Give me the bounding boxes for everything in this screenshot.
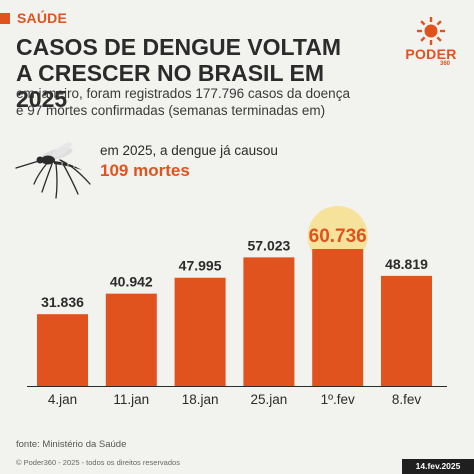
category-label: 25.jan <box>251 392 288 407</box>
logo-suffix: 360 <box>440 61 451 67</box>
category-label: 1º.fev <box>321 392 355 407</box>
bar-4.jan <box>37 314 88 386</box>
category-label: SAÚDE <box>17 10 68 26</box>
callout-highlight: 109 mortes <box>100 161 190 180</box>
source-note: fonte: Ministério da Saúde <box>16 439 127 450</box>
title-line-1: CASOS DE DENGUE VOLTAM <box>16 34 341 60</box>
value-label: 60.736 <box>309 226 367 247</box>
category-label: 18.jan <box>182 392 219 407</box>
subtitle: em janeiro, foram registrados 177.796 ca… <box>16 85 366 119</box>
logo-burst-icon <box>417 17 445 45</box>
publish-date: 14.fev.2025 <box>402 459 474 474</box>
poder360-logo: PODER 360 <box>402 16 460 76</box>
bar-11.jan <box>105 293 157 386</box>
title-line-2: A CRESCER NO BRASIL EM 2025 <box>16 60 324 112</box>
value-label: 40.942 <box>110 274 153 290</box>
bar-1º.fev <box>312 249 364 386</box>
copyright-note: © Poder360 - 2025 - todos os direitos re… <box>16 458 180 467</box>
value-label: 31.836 <box>41 294 84 310</box>
bar-8.fev <box>381 275 432 386</box>
logo-wordmark: PODER <box>405 46 457 62</box>
callout-text: em 2025, a dengue já causou <box>100 143 278 158</box>
subtitle-line-1: em janeiro, foram registrados 177.796 ca… <box>16 86 350 101</box>
value-label: 57.023 <box>247 237 290 253</box>
category-marker <box>0 13 10 24</box>
value-label: 48.819 <box>385 256 428 272</box>
page-title: CASOS DE DENGUE VOLTAM A CRESCER NO BRAS… <box>16 34 356 112</box>
bar-25.jan <box>243 257 295 386</box>
mosquito-icon <box>15 142 91 199</box>
value-label: 47.995 <box>179 258 222 274</box>
subtitle-line-2: e 97 mortes confirmadas (semanas termina… <box>16 103 326 118</box>
category-label: 8.fev <box>392 392 422 407</box>
category-label: 4.jan <box>48 392 77 407</box>
bar-18.jan <box>174 277 226 386</box>
category-label: 11.jan <box>113 392 149 407</box>
